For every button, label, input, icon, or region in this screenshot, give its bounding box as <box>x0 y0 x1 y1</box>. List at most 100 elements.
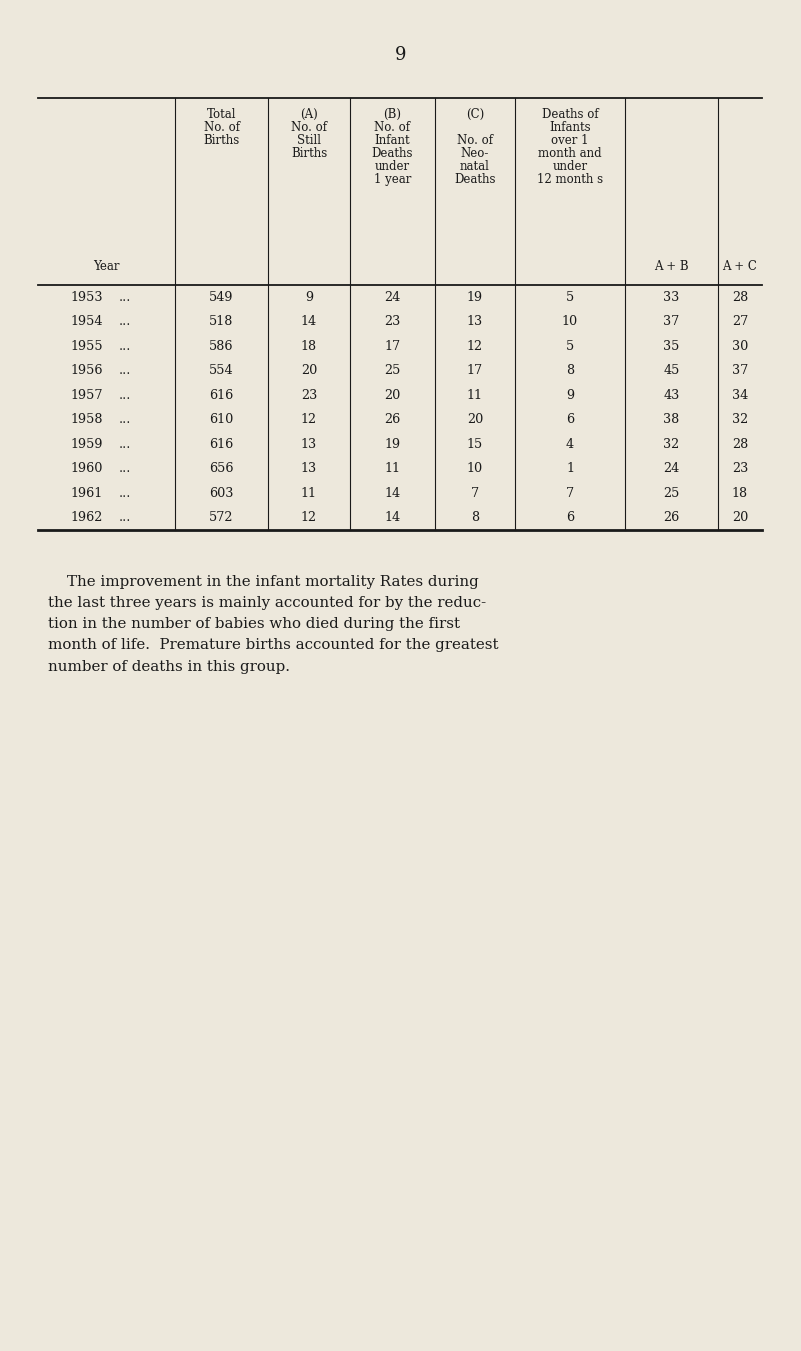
Text: 12: 12 <box>301 413 317 427</box>
Text: under: under <box>375 159 410 173</box>
Text: ...: ... <box>119 339 131 353</box>
Text: 518: 518 <box>209 315 234 328</box>
Text: 13: 13 <box>301 462 317 476</box>
Text: 37: 37 <box>663 315 679 328</box>
Text: Deaths: Deaths <box>454 173 496 186</box>
Text: Still: Still <box>297 134 321 147</box>
Text: 20: 20 <box>732 511 748 524</box>
Text: 616: 616 <box>209 389 234 401</box>
Text: (A): (A) <box>300 108 318 122</box>
Text: 25: 25 <box>384 365 400 377</box>
Text: 28: 28 <box>732 438 748 451</box>
Text: 37: 37 <box>732 365 748 377</box>
Text: 14: 14 <box>384 486 400 500</box>
Text: 6: 6 <box>566 511 574 524</box>
Text: month and: month and <box>538 147 602 159</box>
Text: 35: 35 <box>663 339 680 353</box>
Text: 18: 18 <box>732 486 748 500</box>
Text: 24: 24 <box>663 462 679 476</box>
Text: 19: 19 <box>384 438 400 451</box>
Text: 11: 11 <box>384 462 400 476</box>
Text: 1954: 1954 <box>70 315 103 328</box>
Text: 616: 616 <box>209 438 234 451</box>
Text: 12: 12 <box>301 511 317 524</box>
Text: No. of: No. of <box>457 134 493 147</box>
Text: 6: 6 <box>566 413 574 427</box>
Text: 7: 7 <box>471 486 479 500</box>
Text: 10: 10 <box>467 462 483 476</box>
Text: 610: 610 <box>209 413 234 427</box>
Text: 26: 26 <box>663 511 679 524</box>
Text: 34: 34 <box>732 389 748 401</box>
Text: 18: 18 <box>301 339 317 353</box>
Text: 1958: 1958 <box>70 413 103 427</box>
Text: Year: Year <box>93 261 120 273</box>
Text: 10: 10 <box>562 315 578 328</box>
Text: 45: 45 <box>663 365 680 377</box>
Text: 1959: 1959 <box>70 438 103 451</box>
Text: 8: 8 <box>566 365 574 377</box>
Text: 23: 23 <box>384 315 400 328</box>
Text: Infants: Infants <box>549 122 591 134</box>
Text: 38: 38 <box>663 413 679 427</box>
Text: Infant: Infant <box>375 134 410 147</box>
Text: ...: ... <box>119 462 131 476</box>
Text: No. of: No. of <box>291 122 327 134</box>
Text: 14: 14 <box>301 315 317 328</box>
Text: 23: 23 <box>732 462 748 476</box>
Text: ...: ... <box>119 413 131 427</box>
Text: 14: 14 <box>384 511 400 524</box>
Text: (C): (C) <box>466 108 484 122</box>
Text: No. of: No. of <box>203 122 239 134</box>
Text: Neo-: Neo- <box>461 147 489 159</box>
Text: 43: 43 <box>663 389 679 401</box>
Text: 9: 9 <box>395 46 406 63</box>
Text: ...: ... <box>119 315 131 328</box>
Text: 11: 11 <box>301 486 317 500</box>
Text: 1956: 1956 <box>70 365 103 377</box>
Text: 24: 24 <box>384 290 400 304</box>
Text: 25: 25 <box>663 486 680 500</box>
Text: 17: 17 <box>384 339 400 353</box>
Text: 30: 30 <box>732 339 748 353</box>
Text: A + B: A + B <box>654 261 689 273</box>
Text: over 1: over 1 <box>551 134 589 147</box>
Text: 19: 19 <box>467 290 483 304</box>
Text: 23: 23 <box>301 389 317 401</box>
Text: 12 month s: 12 month s <box>537 173 603 186</box>
Text: 1 year: 1 year <box>374 173 411 186</box>
Text: (B): (B) <box>384 108 401 122</box>
Text: ...: ... <box>119 365 131 377</box>
Text: 1: 1 <box>566 462 574 476</box>
Text: 8: 8 <box>471 511 479 524</box>
Text: 28: 28 <box>732 290 748 304</box>
Text: 603: 603 <box>209 486 234 500</box>
Text: 13: 13 <box>301 438 317 451</box>
Text: 27: 27 <box>732 315 748 328</box>
Text: 1953: 1953 <box>70 290 103 304</box>
Text: 11: 11 <box>467 389 483 401</box>
Text: Deaths of: Deaths of <box>541 108 598 122</box>
Text: 9: 9 <box>305 290 313 304</box>
Text: Births: Births <box>291 147 327 159</box>
Text: No. of: No. of <box>375 122 410 134</box>
Text: 549: 549 <box>209 290 234 304</box>
Text: 20: 20 <box>301 365 317 377</box>
Text: 32: 32 <box>732 413 748 427</box>
Text: 32: 32 <box>663 438 679 451</box>
Text: 554: 554 <box>209 365 234 377</box>
Text: 20: 20 <box>384 389 400 401</box>
Text: ...: ... <box>119 290 131 304</box>
Text: 17: 17 <box>467 365 483 377</box>
Text: 7: 7 <box>566 486 574 500</box>
Text: Births: Births <box>203 134 239 147</box>
Text: 20: 20 <box>467 413 483 427</box>
Text: 586: 586 <box>209 339 234 353</box>
Text: 5: 5 <box>566 290 574 304</box>
Text: The improvement in the infant mortality Rates during
the last three years is mai: The improvement in the infant mortality … <box>48 576 498 674</box>
Text: 1961: 1961 <box>70 486 103 500</box>
Text: 9: 9 <box>566 389 574 401</box>
Text: 656: 656 <box>209 462 234 476</box>
Text: 26: 26 <box>384 413 400 427</box>
Text: 1960: 1960 <box>70 462 103 476</box>
